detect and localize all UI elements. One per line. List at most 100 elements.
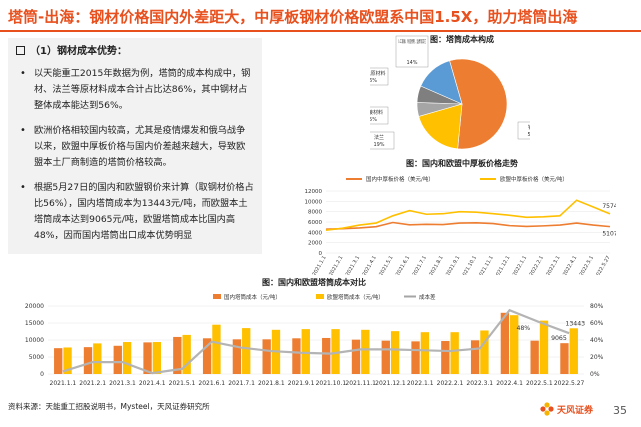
data-label: 13443	[565, 320, 585, 327]
logo: 天风证券	[540, 402, 593, 416]
bar	[232, 339, 242, 374]
bar	[113, 345, 122, 374]
legend-swatch	[316, 294, 324, 299]
bar	[301, 329, 310, 374]
series-line	[325, 199, 611, 232]
bar	[539, 320, 549, 374]
pie-slice	[418, 103, 463, 150]
bar	[182, 334, 191, 374]
line-chart-title: 图：国内和欧盟中厚板价格走势	[406, 158, 518, 168]
y-tick-label: 20000	[25, 303, 44, 310]
bar	[420, 332, 430, 374]
square-bullet-icon	[16, 45, 25, 55]
bar	[54, 348, 63, 374]
series-line	[62, 308, 570, 375]
pie-slice	[449, 58, 508, 150]
x-tick-label: 2021.3.1	[109, 380, 136, 387]
bar	[212, 324, 221, 374]
legend-label: 国内塔筒成本（元/吨）	[224, 293, 281, 301]
y2-tick-label: 0%	[590, 371, 600, 378]
bar	[122, 342, 132, 374]
bar	[351, 339, 361, 374]
x-tick-label: 2021.1.1	[50, 380, 77, 387]
pie-slice-label: 其他原材料	[370, 70, 386, 77]
pie-slice	[420, 60, 463, 105]
pie-slice-label: 钢材	[528, 124, 530, 131]
bar-chart: 图：国内和欧盟塔筒成本对比 国内塔筒成本（元/吨） 欧盟塔筒成本（元/吨） 成本差 …	[25, 277, 604, 387]
x-tick-label: 2021.5.1	[169, 380, 196, 387]
x-tick-label: 2021.2.1	[328, 255, 344, 275]
pie-slice-value: 14%	[406, 60, 417, 66]
pie-title: 图：塔筒成本构成	[430, 34, 494, 44]
legend-label: 国内中厚板价格（美元/吨）	[366, 175, 434, 183]
x-tick-label: 2021.11.1	[345, 380, 376, 387]
line-chart: 图：国内和欧盟中厚板价格走势 国内中厚板价格（美元/吨） 欧盟中厚板价格（美元/吨…	[305, 158, 617, 275]
bar	[361, 329, 370, 374]
y-tick-label: 5000	[29, 354, 44, 361]
x-tick-label: 2021.1.1	[311, 255, 327, 275]
section-heading-text: （1）钢材成本优势：	[30, 46, 127, 57]
x-tick-label: 2021.9.1	[288, 380, 315, 387]
title-divider	[0, 30, 641, 32]
bar	[173, 336, 182, 374]
x-tick-label: 2022.1.1	[407, 380, 434, 387]
x-tick-label: 2022.5.27	[554, 380, 585, 387]
bar-chart-title: 图：国内和欧盟塔筒成本对比	[262, 277, 366, 287]
pie-slice-label: 人工薪酬、制造费用、运费等其它	[398, 38, 426, 45]
x-tick-label: 2021.8.1	[258, 380, 285, 387]
y-tick-label: 8000	[308, 210, 322, 216]
x-tick-label: 2021.12.1	[375, 380, 406, 387]
bullet-item: 以天能重工2015年数据为例，塔筒的成本构成中，钢材、法兰等原材料成本合计占比达…	[18, 66, 254, 114]
x-tick-label: 2021.10.1	[316, 380, 347, 387]
bar	[569, 328, 578, 374]
x-tick-label: 2021.10.1	[460, 255, 478, 275]
x-tick-label: 2021.11.1	[477, 255, 495, 275]
bar	[530, 340, 539, 374]
pie-slice-value: 56%	[527, 132, 530, 138]
y-tick-label: 6000	[308, 220, 322, 226]
logo-flower-icon	[540, 402, 554, 416]
bar	[152, 342, 162, 374]
y-tick-label: 4000	[308, 230, 322, 236]
y-tick-label: 2000	[308, 241, 322, 247]
y2-tick-label: 20%	[590, 354, 604, 361]
bar	[441, 341, 450, 374]
x-tick-label: 2021.3.1	[345, 255, 361, 275]
legend-label: 欧盟中厚板价格（美元/吨）	[500, 175, 568, 183]
x-tick-label: 2021.2.1	[79, 380, 106, 387]
data-label: 7574	[602, 203, 616, 210]
x-tick-label: 2021.4.1	[139, 380, 166, 387]
x-tick-label: 2022.4.1	[496, 380, 523, 387]
y-tick-label: 0	[40, 371, 44, 378]
x-tick-label: 2022.2.1	[529, 255, 545, 275]
data-label: 9065	[551, 335, 567, 342]
bar	[202, 338, 212, 374]
pie-slice-label: 法兰	[374, 134, 384, 141]
y2-tick-label: 60%	[590, 320, 604, 327]
y-tick-label: 10000	[25, 337, 44, 344]
pie-slice-value: 19%	[373, 142, 384, 148]
bar	[292, 338, 301, 374]
series-line	[325, 221, 611, 231]
page-number: 35	[613, 404, 627, 417]
x-tick-label: 2022.1.1	[512, 255, 528, 275]
x-tick-label: 2021.4.1	[362, 255, 378, 275]
section-heading: （1）钢材成本优势：	[16, 42, 127, 57]
bar	[450, 332, 459, 374]
pie-slice-value: 5%	[370, 117, 377, 123]
bar	[331, 329, 340, 374]
pie-label-box	[370, 131, 395, 150]
logo-text: 天风证券	[557, 405, 594, 416]
pie-label-box	[370, 106, 389, 125]
x-tick-label: 2021.7.1	[412, 255, 428, 275]
x-tick-label: 2021.8.1	[428, 255, 444, 275]
text-panel: （1）钢材成本优势： 以天能重工2015年数据为例，塔筒的成本构成中，钢材、法兰…	[8, 38, 262, 254]
y-tick-label: 12000	[305, 189, 323, 195]
pie-slice-label: 焊接材料	[370, 109, 383, 116]
y2-tick-label: 40%	[590, 337, 604, 344]
bar	[242, 328, 251, 374]
pie-label-box	[370, 67, 389, 86]
x-tick-label: 2021.7.1	[228, 380, 255, 387]
x-tick-label: 2022.5.1	[526, 380, 553, 387]
